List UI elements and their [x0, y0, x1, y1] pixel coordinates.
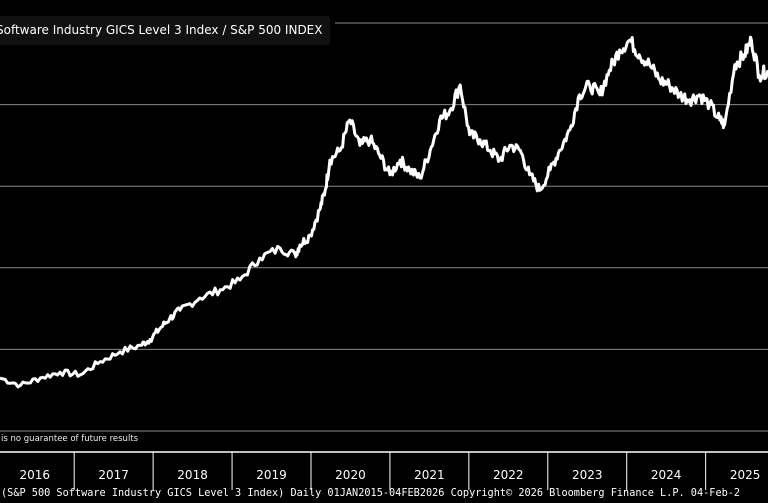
gridlines [0, 22, 768, 432]
x-tick-label: 2021 [414, 468, 445, 482]
x-tick-label: 2020 [335, 468, 366, 482]
x-tick-label: 2018 [177, 468, 208, 482]
x-tick-label: 2024 [650, 468, 682, 482]
x-tick-label: 2025 [729, 468, 761, 482]
x-tick-label: 2023 [571, 468, 603, 482]
x-tick-label: 2019 [256, 468, 287, 482]
footer-source: (S&P 500 Software Industry GICS Level 3 … [1, 486, 741, 499]
x-tick-label: 2016 [19, 468, 50, 482]
chart-title-text: Software Industry GICS Level 3 Index / S… [0, 23, 323, 37]
year-separators [73, 452, 707, 490]
chart-title: Software Industry GICS Level 3 Index / S… [0, 16, 331, 45]
disclaimer: is no guarantee of future results [1, 434, 139, 444]
x-tick-label: 2017 [98, 468, 129, 482]
series-line [0, 35, 768, 389]
x-tick-label: 2022 [493, 468, 524, 482]
